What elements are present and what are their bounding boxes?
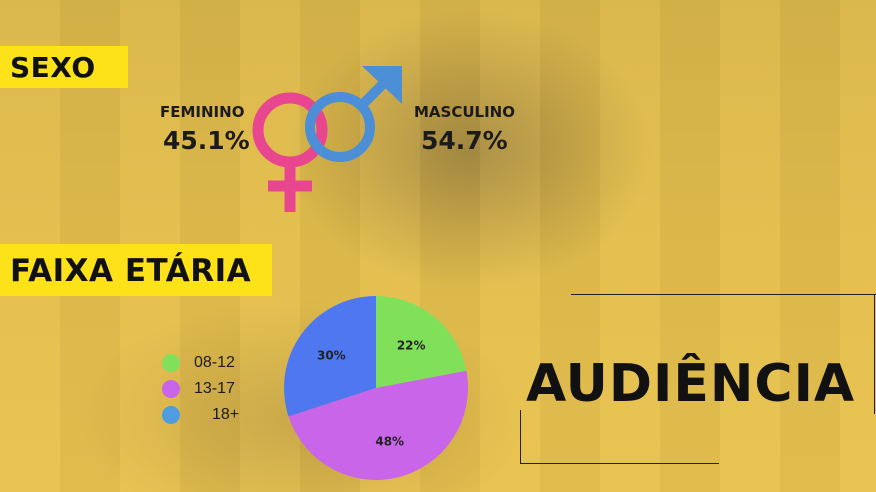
pie-data-label: 22% xyxy=(397,338,426,352)
audience-title: AUDIÊNCIA xyxy=(526,354,856,414)
frame-line-bottom xyxy=(520,463,719,464)
legend-item: 08-12 xyxy=(162,350,239,376)
pie-slice-08-12 xyxy=(376,296,467,388)
legend-swatch xyxy=(162,380,180,398)
legend-label: 08-12 xyxy=(194,354,235,371)
legend-label: 18+ xyxy=(212,406,240,423)
male-label: MASCULINO xyxy=(414,103,515,121)
chart-legend: 08-12 13-17 18+ xyxy=(162,350,239,428)
male-percentage: 54.7% xyxy=(421,126,508,155)
pie-slice-13-17 xyxy=(288,370,468,480)
section-heading-faixa-etaria: FAIXA ETÁRIA xyxy=(0,244,272,296)
pie-chart: 22% 48% 30% xyxy=(284,296,468,480)
female-percentage: 45.1% xyxy=(163,126,250,155)
frame-line-left xyxy=(520,410,521,464)
mars-icon xyxy=(305,66,402,162)
gender-symbols xyxy=(252,66,402,212)
pie-slice-18+ xyxy=(284,296,376,417)
pie-data-label: 48% xyxy=(375,434,404,448)
frame-line-top xyxy=(571,294,876,295)
pie-data-label: 30% xyxy=(317,349,346,363)
legend-swatch xyxy=(162,354,180,372)
legend-swatch xyxy=(162,406,180,424)
female-label: FEMININO xyxy=(160,103,245,121)
frame-line-right xyxy=(874,294,875,414)
legend-item: 13-17 xyxy=(162,376,239,402)
venus-icon xyxy=(252,92,328,212)
legend-item: 18+ xyxy=(162,402,239,428)
section-heading-sexo: SEXO xyxy=(0,46,128,88)
legend-label: 13-17 xyxy=(194,380,235,397)
